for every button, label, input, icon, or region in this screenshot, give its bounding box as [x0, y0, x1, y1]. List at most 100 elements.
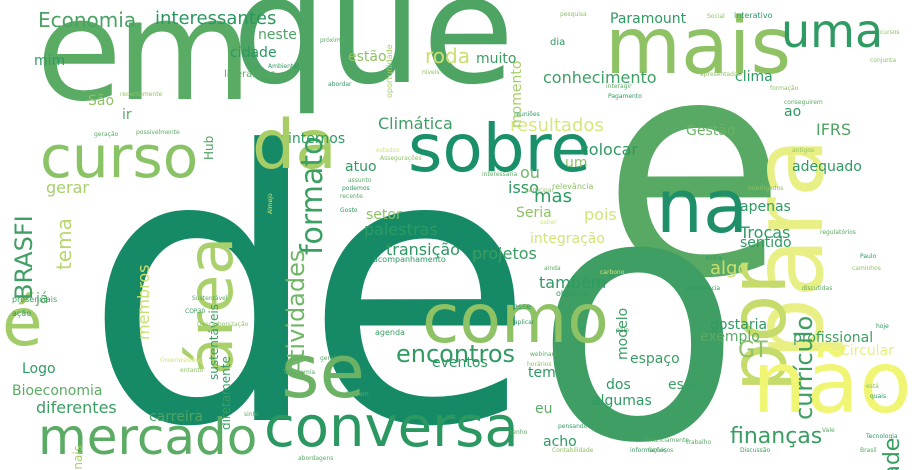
cloud-word: ser — [563, 306, 576, 315]
cloud-word: tenho — [510, 429, 528, 436]
cloud-word: pois — [584, 205, 617, 224]
cloud-word: espaço — [630, 351, 680, 367]
cloud-word: também — [539, 273, 607, 292]
cloud-word: sustentabilidade — [880, 438, 905, 470]
cloud-word: estados — [376, 147, 400, 154]
cloud-word: webinars — [530, 351, 558, 358]
cloud-word: conhecimento — [543, 68, 657, 87]
cloud-word: próximo — [320, 37, 345, 44]
cloud-word: não — [752, 333, 912, 433]
cloud-word: adequado — [792, 159, 862, 175]
cloud-word: Contabilidade — [552, 447, 594, 454]
cloud-word: antigos — [792, 147, 815, 154]
cloud-word: Gestão — [686, 123, 736, 139]
cloud-word: Vale — [822, 427, 835, 434]
cloud-word: exemplo — [700, 329, 760, 345]
cloud-word: sinto — [244, 411, 259, 418]
cloud-word: uma — [781, 4, 884, 58]
cloud-word: está — [866, 383, 879, 390]
cloud-word: Economia — [38, 8, 137, 32]
cloud-word: Circular — [840, 343, 894, 359]
cloud-word: atuo — [345, 159, 377, 175]
cloud-word: conjunta — [870, 57, 897, 64]
cloud-word: algumas — [592, 393, 652, 409]
cloud-word: ainda — [544, 265, 561, 272]
cloud-word: oportunidade — [385, 44, 394, 98]
cloud-word: carreira — [149, 409, 204, 425]
cloud-word: finanças — [730, 424, 823, 449]
cloud-word: conversa — [264, 395, 519, 460]
cloud-word: interligados — [748, 185, 784, 192]
cloud-word: assunto — [348, 177, 372, 184]
cloud-word: profissional — [793, 330, 874, 346]
cloud-word: algo — [710, 258, 749, 279]
cloud-word: mercado — [38, 408, 258, 466]
cloud-word: palo — [616, 327, 629, 334]
cloud-word: podemos — [342, 185, 370, 192]
cloud-word: integração — [530, 231, 605, 247]
cloud-word: interativo — [734, 11, 773, 20]
cloud-word: isso — [508, 178, 539, 197]
cloud-word: geral — [320, 355, 336, 362]
cloud-word: Assegurações — [380, 155, 422, 162]
cloud-word: interagir — [606, 83, 632, 90]
cloud-word: hoje — [876, 323, 889, 330]
cloud-word: neste — [258, 27, 297, 43]
cloud-word: regulatórios — [820, 229, 856, 236]
cloud-word: diferentes — [36, 398, 117, 417]
cloud-word: Climática — [378, 114, 453, 133]
cloud-word: formato — [295, 136, 330, 255]
cloud-word: transição — [386, 240, 460, 259]
cloud-word: profissionais — [71, 445, 85, 470]
cloud-word: carbono — [600, 269, 625, 276]
cloud-word: setor — [366, 207, 402, 223]
cloud-word: estão — [348, 49, 387, 65]
cloud-word: sobre — [408, 110, 591, 187]
cloud-word: Paramount — [610, 11, 687, 27]
cloud-word: Sustentável — [192, 295, 228, 302]
cloud-word: acompanhamento — [373, 255, 446, 264]
cloud-word: pensando — [558, 423, 588, 430]
cloud-word: Serviços — [648, 447, 674, 454]
cloud-word: agenda — [375, 328, 405, 337]
cloud-word: trilha — [706, 255, 722, 262]
cloud-word: Atividades — [282, 249, 310, 375]
cloud-word: trabalho — [686, 439, 712, 446]
cloud-word: membros — [134, 264, 153, 340]
cloud-word: resultados — [510, 115, 604, 136]
cloud-word: um — [565, 155, 588, 171]
cloud-word: tem — [528, 365, 556, 381]
cloud-word: entanto — [180, 367, 204, 374]
cloud-word: participar — [525, 187, 554, 194]
cloud-word: possivelmente — [136, 129, 180, 136]
cloud-word: Taxonomia — [283, 369, 316, 376]
cloud-word: relevância — [552, 182, 594, 191]
cloud-word: GT — [738, 338, 768, 363]
cloud-word: abordagens — [298, 455, 334, 462]
cloud-word: se — [281, 329, 366, 415]
cloud-word: preferência — [686, 285, 721, 292]
cloud-word: na — [656, 164, 749, 250]
cloud-word: projetos — [472, 244, 537, 263]
cloud-word: São — [88, 93, 115, 109]
cloud-word: saber — [540, 219, 557, 226]
cloud-word: Trocas — [740, 223, 791, 242]
cloud-word: COP30 — [185, 308, 206, 315]
cloud-word: apenas — [740, 199, 791, 215]
cloud-word: cidade — [230, 45, 277, 61]
cloud-word: recentemente — [120, 91, 163, 98]
cloud-word: pesquisa — [560, 11, 587, 18]
cloud-word: formação — [770, 85, 799, 92]
cloud-word: ação — [12, 309, 32, 318]
cloud-word: o — [534, 122, 743, 470]
cloud-word: da — [252, 106, 337, 185]
cloud-word: Financiamento — [645, 437, 689, 444]
cloud-word: geração — [94, 131, 119, 138]
cloud-word: Fossem — [346, 391, 369, 398]
cloud-word: dos — [606, 377, 631, 393]
cloud-word: objetivo — [556, 289, 589, 298]
cloud-word: como — [422, 280, 609, 359]
cloud-word: tema — [52, 218, 76, 270]
cloud-word: abordar — [328, 81, 352, 88]
